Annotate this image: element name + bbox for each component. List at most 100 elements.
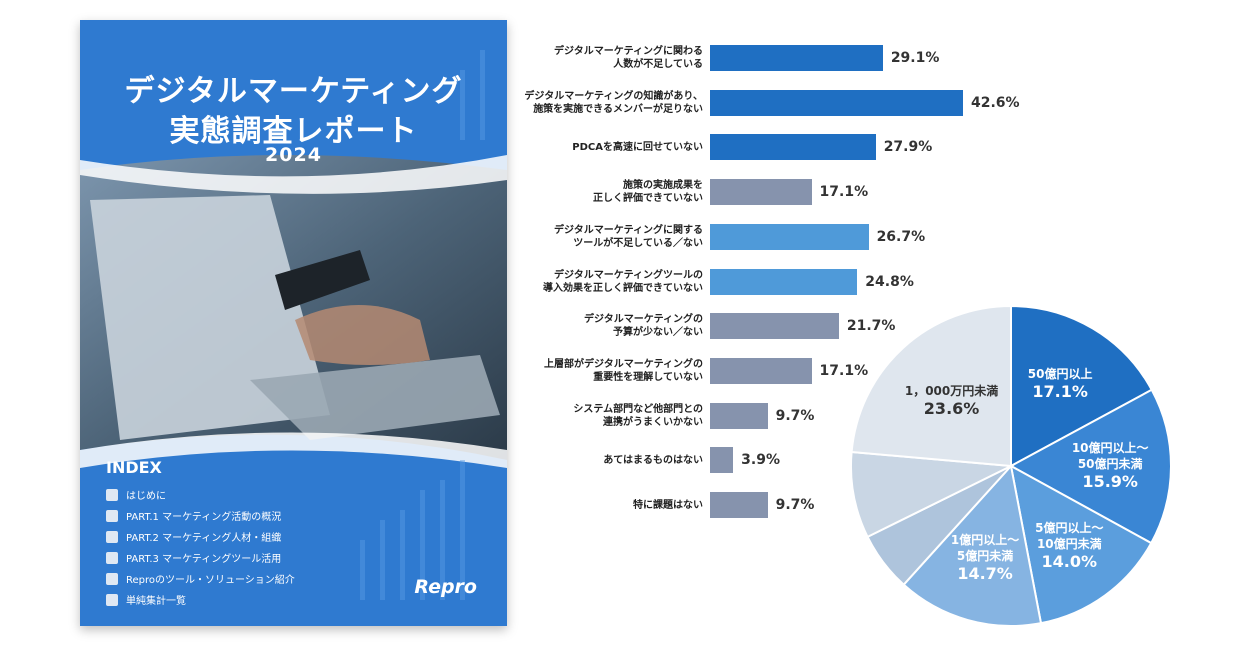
- index-item-label: Reproのツール・ソリューション紹介: [126, 575, 295, 586]
- checkbox-icon: [106, 572, 118, 585]
- bar-category-label-line: 予算が少ない／ない: [613, 327, 703, 339]
- pie-slice: [850, 450, 1015, 539]
- bar-category-label-line: 施策の実施成果を: [623, 180, 703, 192]
- bar-category-label: 施策の実施成果を 正しく評価できていない: [500, 179, 703, 205]
- bar-value-label: 9.7%: [775, 407, 815, 424]
- index-item: 単純集計一覧: [106, 589, 295, 610]
- bar-value-label: 17.1%: [819, 362, 869, 379]
- pie-slice-category: 10億円未満: [1036, 537, 1102, 552]
- checkbox-icon: [106, 488, 118, 501]
- pie-slice-category: 1，000万円未満: [904, 384, 999, 399]
- index-item: はじめに: [106, 484, 295, 505]
- bar-category-label-line: 正しく評価できていない: [593, 193, 703, 205]
- pie-slice-category: 5億円未満: [956, 549, 1014, 564]
- bar-category-label: デジタルマーケティングの知識があり、 施策を実施できるメンバーが足りない: [500, 90, 703, 116]
- pie-slice-category: 5億円以上〜: [1035, 521, 1104, 536]
- index-item-label: PART.1 マーケティング活動の概況: [126, 512, 282, 523]
- index-item: PART.2 マーケティング人材・組織: [106, 526, 295, 547]
- bar: [710, 357, 812, 384]
- pie-slice: [902, 463, 1043, 627]
- bar: [710, 89, 963, 116]
- bar-category-label-line: 特に課題はない: [633, 499, 703, 511]
- bar: [710, 179, 812, 206]
- index-item: PART.1 マーケティング活動の概況: [106, 505, 295, 526]
- bar-category-label-line: 施策を実施できるメンバーが足りない: [533, 103, 703, 115]
- pie-slice-label: 1億円以上〜 5億円未満 14.7%: [951, 532, 1019, 584]
- bar-category-label-line: 重要性を理解していない: [593, 371, 703, 383]
- pie-slice-label: 10億円以上〜 50億円未満 15.9%: [1072, 440, 1149, 492]
- bar: [710, 402, 768, 429]
- pie-slice-category: 50億円未満: [1077, 457, 1143, 472]
- bar-category-label-line: 連携がうまくいかない: [603, 416, 703, 428]
- index-title: INDEX: [106, 458, 162, 477]
- pie-slice-label: 5億円以上〜 10億円未満 14.0%: [1035, 520, 1103, 572]
- bar-value-label: 17.1%: [819, 184, 869, 201]
- cover-title-line1: デジタルマーケティング: [124, 74, 463, 109]
- bar-category-label-line: システム部門など他部門との: [573, 403, 703, 415]
- index-item: PART.3 マーケティングツール活用: [106, 547, 295, 568]
- bar-category-label: システム部門など他部門との 連携がうまくいかない: [500, 403, 703, 429]
- report-cover: デジタルマーケティング 実態調査レポート 2024 INDEX はじめに PART…: [80, 20, 507, 626]
- bar-category-label-line: 上層部がデジタルマーケティングの: [544, 358, 703, 370]
- bar-category-label-line: PDCAを高速に回せていない: [572, 141, 703, 153]
- repro-logo: Repro: [414, 576, 477, 598]
- pie-slice: [1008, 388, 1172, 545]
- bar-category-label: デジタルマーケティングの 予算が少ない／ない: [500, 313, 703, 339]
- index-item-label: 単純集計一覧: [126, 596, 186, 607]
- bar-value-label: 9.7%: [775, 497, 815, 513]
- bar-category-label-line: あてはまるものはない: [603, 454, 703, 466]
- bar-value-label: 27.9%: [883, 139, 933, 156]
- bar-category-label: デジタルマーケティングに関わる人数が不足している: [500, 45, 703, 71]
- index-item-label: PART.3 マーケティングツール活用: [126, 554, 282, 565]
- pie-slice-category: 1億円以上〜: [950, 533, 1020, 548]
- bar-category-label: 特に課題はない: [500, 499, 703, 512]
- bar: [710, 134, 876, 161]
- bar-category-label: あてはまるものはない: [500, 454, 703, 467]
- bar: [710, 223, 869, 250]
- bar: [710, 268, 858, 295]
- bar-category-label-line: 人数が不足している: [613, 59, 703, 70]
- bar-value-label: 3.9%: [741, 452, 780, 469]
- bar: [710, 45, 883, 71]
- pie-slice-value: 14.0%: [1041, 552, 1098, 572]
- pie-slice-value: 17.1%: [1032, 381, 1088, 401]
- bar-category-label: 上層部がデジタルマーケティングの 重要性を理解していない: [500, 358, 703, 384]
- budget-pie-chart: [850, 304, 1172, 627]
- pie-slice-label: 1，000万円未満 23.6%: [905, 383, 998, 419]
- pie-slice: [1010, 304, 1154, 468]
- pie-slice-category: 50億円以上: [1027, 366, 1093, 381]
- index-list: はじめに PART.1 マーケティング活動の概況 PART.2 マーケティング人材・…: [106, 484, 295, 610]
- bar-category-label-line: デジタルマーケティングの知識があり、: [524, 90, 703, 102]
- bar-category-label-line: デジタルマーケティングに関わる: [554, 46, 703, 57]
- bar-category-label-line: デジタルマーケティングツールの: [554, 269, 703, 281]
- bar-category-label-line: デジタルマーケティングの: [584, 314, 703, 326]
- index-item: Reproのツール・ソリューション紹介: [106, 568, 295, 589]
- bar-category-label-line: ツールが不足している／ない: [573, 237, 703, 249]
- bar-category-label: デジタルマーケティングツールの 導入効果を正しく評価できていない: [500, 269, 703, 295]
- pie-slice-category: 10億円以上〜: [1071, 441, 1149, 456]
- bar-value-label: 24.8%: [865, 273, 914, 290]
- pie-slice-value: 15.9%: [1082, 472, 1138, 492]
- index-item-label: PART.2 マーケティング人材・組織: [126, 533, 282, 544]
- bar: [710, 313, 839, 340]
- bar-value-label: 26.7%: [876, 228, 926, 245]
- pie-slice-value: 23.6%: [923, 399, 980, 419]
- bar-value-label: 21.7%: [846, 318, 896, 335]
- bar-category-label: デジタルマーケティングに関する ツールが不足している／ない: [500, 224, 703, 250]
- pie-slice-label: 50億円以上 17.1%: [1028, 366, 1093, 402]
- pie-slice-value: 14.7%: [957, 564, 1013, 584]
- checkbox-icon: [106, 530, 118, 543]
- bar-category-label: PDCAを高速に回せていない: [500, 141, 703, 154]
- checkbox-icon: [106, 551, 118, 564]
- bar-category-label-line: 導入効果を正しく評価できていない: [543, 282, 703, 294]
- cover-background: [80, 20, 507, 626]
- bar: [710, 447, 734, 474]
- bar-value-label: 42.6%: [971, 94, 1020, 111]
- checkbox-icon: [106, 593, 118, 606]
- bar-value-label: 29.1%: [890, 50, 940, 66]
- checkbox-icon: [106, 509, 118, 522]
- bar-category-label-line: デジタルマーケティングに関する: [554, 224, 703, 236]
- pie-slice: [850, 304, 1012, 468]
- pie-slice: [1009, 464, 1153, 625]
